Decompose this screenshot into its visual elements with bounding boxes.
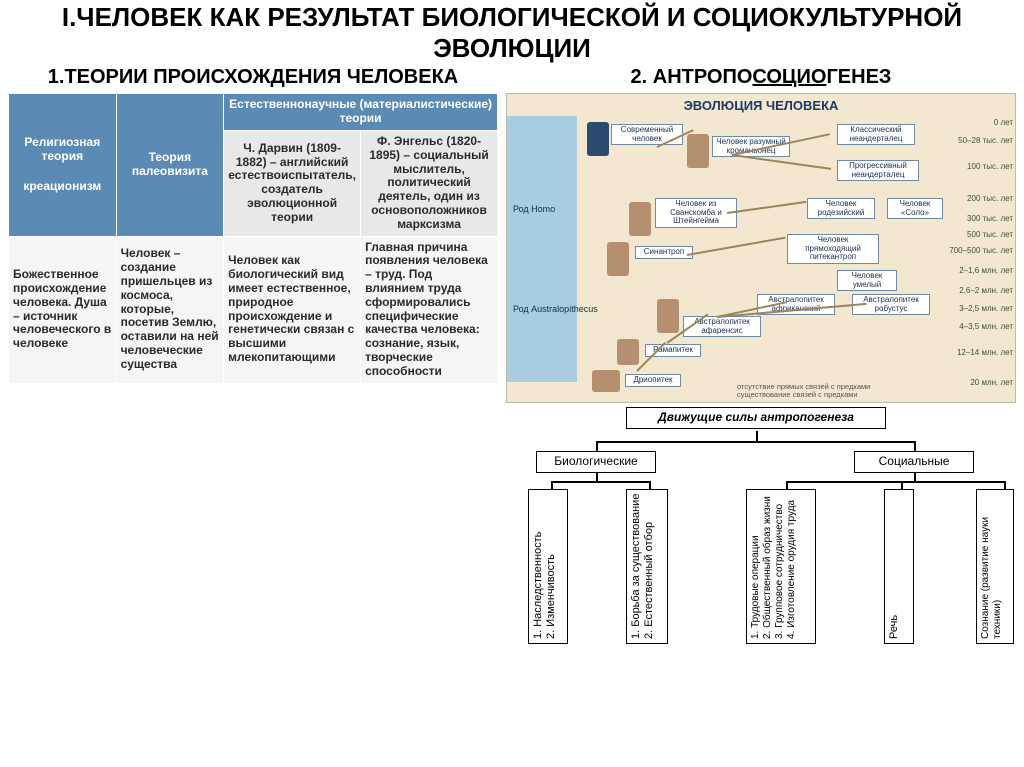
fig-swanscombe: [629, 202, 651, 236]
scale-12: 20 млн. лет: [970, 378, 1013, 387]
fig-ramapitek: [617, 339, 639, 365]
evolution-diagram: ЭВОЛЮЦИЯ ЧЕЛОВЕКА Род Homo Род Australop…: [506, 93, 1016, 403]
fig-afarensis: [657, 299, 679, 333]
religious-cell: Божественное происхождение человека. Душ…: [9, 236, 117, 383]
col2-header: Теория палеовизита: [116, 94, 224, 236]
scale-5: 500 тыс. лет: [967, 230, 1013, 239]
node-cromagnon: Человек разумный кроманьонец: [712, 136, 790, 157]
bio-items-2: 1. Борьба за существование 2. Естественн…: [626, 489, 668, 644]
bio-items-1: 1. Наследственность 2. Изменчивость: [528, 489, 568, 644]
scale-10: 4–3,5 млн. лет: [959, 322, 1013, 331]
scale-7: 2–1,6 млн. лет: [959, 266, 1013, 275]
scale-4: 300 тыс. лет: [967, 214, 1013, 223]
sci-header: Естественнонаучные (материалистические) …: [224, 94, 498, 131]
node-prog-neand: Прогрессивный неандерталец: [837, 160, 919, 181]
right-column: 2. АНТРОПОСОЦИОГЕНЕЗ ЭВОЛЮЦИЯ ЧЕЛОВЕКА Р…: [506, 66, 1016, 647]
evo-left-band: [507, 116, 577, 382]
node-swanscombe: Человек из Сванскомба и Штейнгейма: [655, 198, 737, 227]
scale-2: 100 тыс. лет: [967, 162, 1013, 171]
soc-item-speech: Речь: [884, 489, 914, 644]
scale-1: 50–28 тыс. лет: [958, 136, 1013, 145]
node-erectus: Человек прямоходящий питекантроп: [787, 234, 879, 263]
left-column: 1.ТЕОРИИ ПРОИСХОЖДЕНИЯ ЧЕЛОВЕКА Религиоз…: [8, 66, 498, 647]
scale-0: 0 лет: [994, 118, 1013, 127]
scale-6: 700–500 тыс. лет: [949, 246, 1013, 255]
evo-title: ЭВОЛЮЦИЯ ЧЕЛОВЕКА: [507, 98, 1015, 113]
engels-header: Ф. Энгельс (1820-1895) – социальный мысл…: [361, 130, 498, 236]
rod-austr-label: Род Australopithecus: [513, 304, 598, 314]
col1-header-bot: креационизм: [13, 180, 112, 194]
scale-3: 200 тыс. лет: [967, 194, 1013, 203]
darwin-header: Ч. Дарвин (1809-1882) – английский естес…: [224, 130, 361, 236]
scale-11: 12–14 млн. лет: [957, 348, 1013, 357]
node-solo: Человек «Соло»: [887, 198, 943, 219]
node-modern: Современный человек: [611, 124, 683, 145]
node-driopitek: Дриопитек: [625, 374, 681, 386]
evo-legend: отсутствие прямых связей с предками суще…: [737, 383, 870, 399]
main-title: I.ЧЕЛОВЕК КАК РЕЗУЛЬТАТ БИОЛОГИЧЕСКОЙ И …: [0, 0, 1024, 66]
theories-table: Религиозная теория креационизм Теория па…: [8, 93, 498, 383]
scale-9: 3–2,5 млн. лет: [959, 304, 1013, 313]
rod-homo-label: Род Homo: [513, 204, 555, 214]
org-root: Движущие силы антропогенеза: [626, 407, 886, 428]
fig-sinantrop: [607, 242, 629, 276]
fig-driopitek: [592, 370, 620, 392]
node-class-neand: Классический неандерталец: [837, 124, 915, 145]
soc-items-1: 1. Трудовые операции 2. Общественный обр…: [746, 489, 816, 644]
fig-cromagnon: [687, 134, 709, 168]
paleovisit-cell: Человек – создание пришельцев из космоса…: [116, 236, 224, 383]
darwin-cell: Человек как биологический вид имеет есте…: [224, 236, 361, 383]
node-sinantrop: Синантроп: [635, 246, 693, 258]
scale-8: 2,6–2 млн. лет: [959, 286, 1013, 295]
node-habilis: Человек умелый: [837, 270, 897, 291]
theories-title: 1.ТЕОРИИ ПРОИСХОЖДЕНИЯ ЧЕЛОВЕКА: [8, 66, 498, 89]
org-bio: Биологические: [536, 451, 656, 472]
org-soc: Социальные: [854, 451, 974, 472]
soc-item-consciousness: Сознание (развитие науки техники): [976, 489, 1014, 644]
col1-header-top: Религиозная теория: [13, 136, 112, 164]
node-rhodes: Человек родезийский: [807, 198, 875, 219]
anthropogenesis-forces-chart: Движущие силы антропогенеза Биологически…: [506, 407, 1016, 647]
fig-modern: [587, 122, 609, 156]
engels-cell: Главная причина появления человека – тру…: [361, 236, 498, 383]
node-austr-afar: Австралопитек афаренсис: [683, 316, 761, 337]
anthropo-title: 2. АНТРОПОСОЦИОГЕНЕЗ: [506, 66, 1016, 89]
